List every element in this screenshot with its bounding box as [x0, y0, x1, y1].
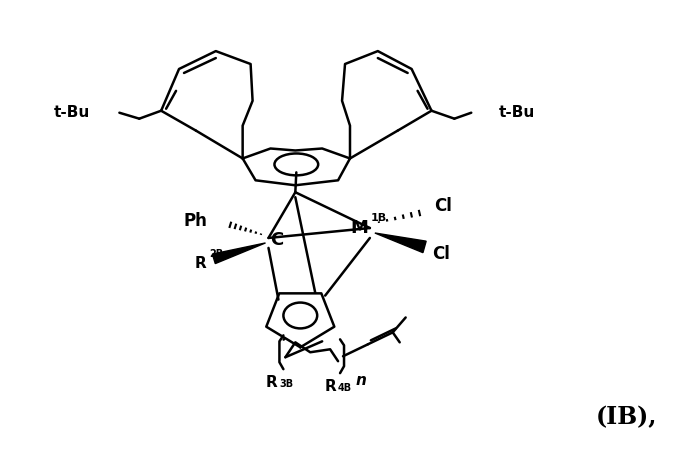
Text: Ph: Ph: [184, 212, 208, 230]
Text: t-Bu: t-Bu: [499, 105, 535, 120]
Text: 3B: 3B: [280, 379, 294, 389]
Text: 4B: 4B: [338, 383, 352, 393]
Polygon shape: [375, 233, 426, 253]
Text: Cl: Cl: [433, 245, 450, 263]
Text: C: C: [271, 231, 284, 249]
Text: (IB),: (IB),: [596, 405, 657, 429]
Text: 2B: 2B: [209, 249, 223, 259]
Text: R: R: [195, 256, 207, 271]
Text: 1B: 1B: [371, 213, 387, 223]
Text: R: R: [324, 379, 336, 394]
Text: Cl: Cl: [435, 197, 452, 215]
Text: t-Bu: t-Bu: [53, 105, 89, 120]
Text: n: n: [356, 373, 367, 388]
Text: R: R: [266, 375, 278, 390]
Polygon shape: [212, 243, 266, 264]
Text: M: M: [350, 219, 368, 237]
